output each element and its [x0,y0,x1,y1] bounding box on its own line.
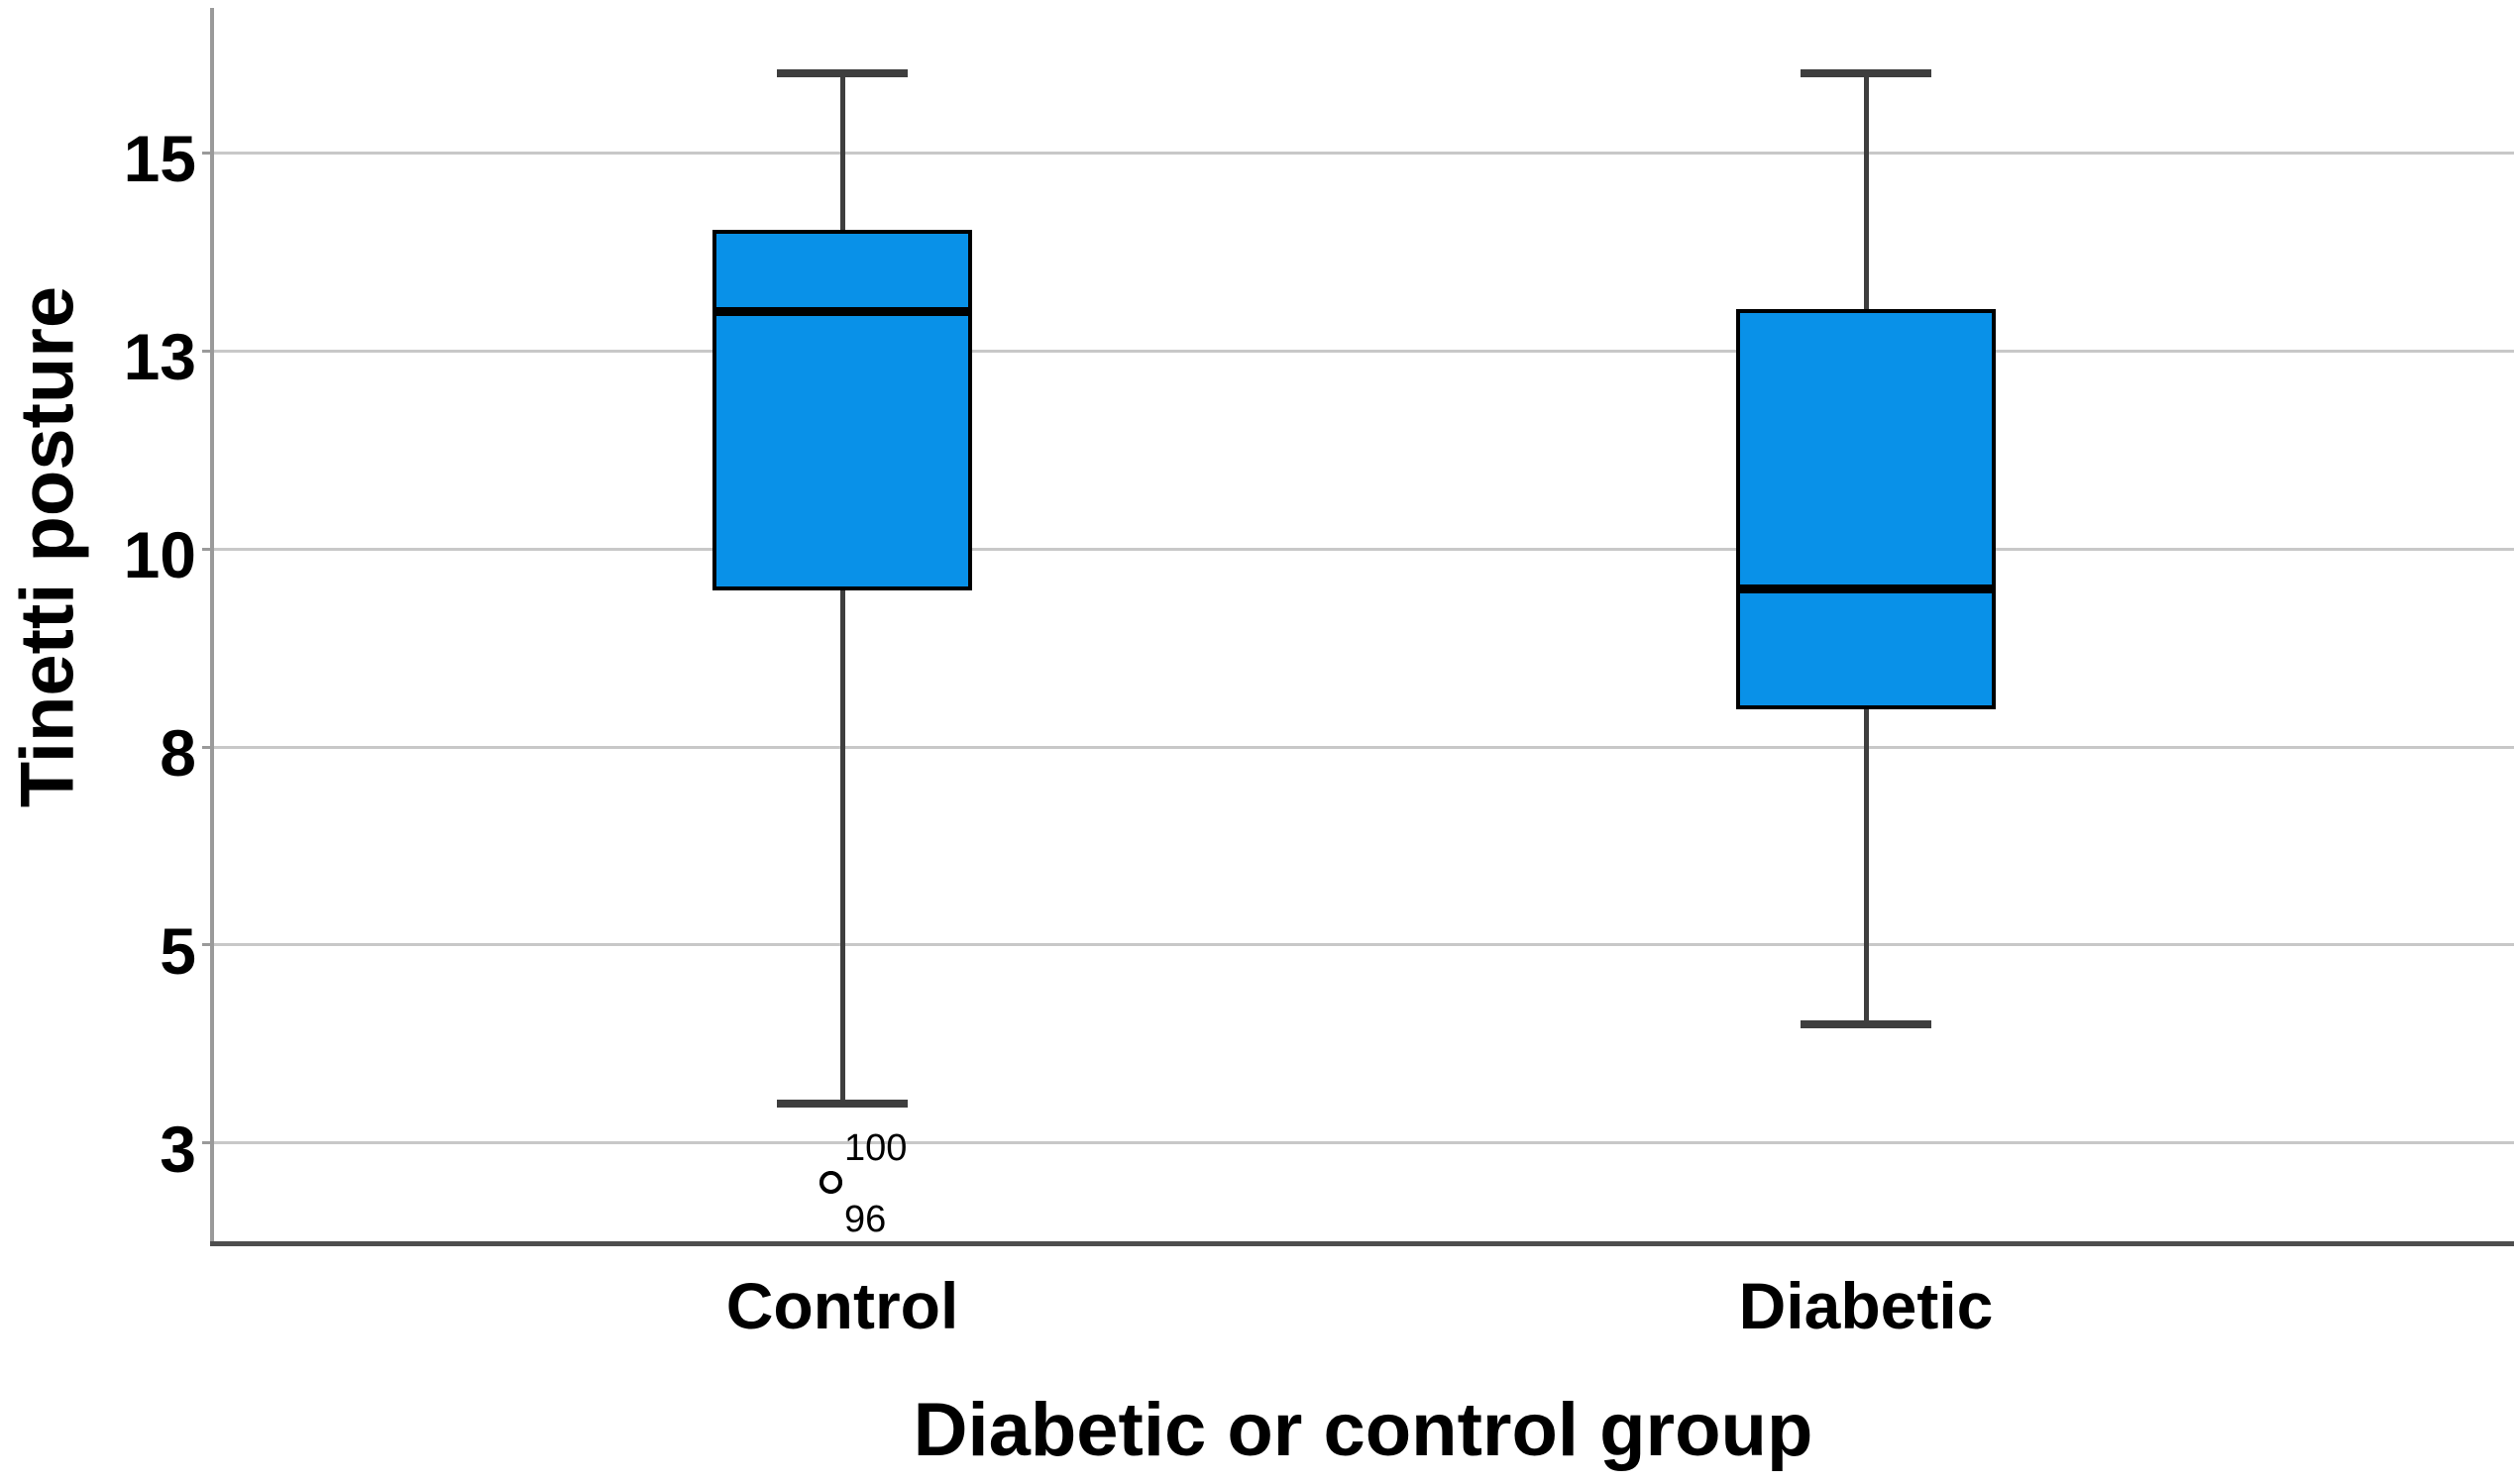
whisker-stem-lower-diabetic [1864,707,1869,1024]
x-axis-title: Diabetic or control group [913,1388,1813,1472]
y-tick-label-15: 15 [123,122,196,195]
whisker-stem-upper-diabetic [1864,73,1869,311]
box-diabetic [1736,309,1996,709]
y-tick-mark-13 [202,350,214,353]
outlier-case-label-96: 96 [844,1199,887,1240]
median-line-diabetic [1740,584,1992,593]
whisker-cap-upper-control [777,69,908,77]
gridline-3 [214,1141,2514,1144]
gridline-8 [214,746,2514,749]
category-label-control: Control [725,1269,959,1342]
y-tick-mark-10 [202,548,214,551]
box-control [712,230,972,590]
y-tick-label-3: 3 [160,1113,196,1186]
y-tick-mark-8 [202,746,214,749]
y-tick-label-8: 8 [160,716,196,790]
y-axis-line [210,8,214,1244]
outlier-point-case-96 [820,1171,842,1194]
y-tick-mark-3 [202,1141,214,1144]
y-tick-label-10: 10 [123,518,196,591]
y-tick-mark-5 [202,943,214,946]
whisker-stem-upper-control [840,73,845,232]
y-tick-mark-15 [202,152,214,155]
whisker-stem-lower-control [840,588,845,1104]
whisker-cap-lower-diabetic [1801,1020,1931,1028]
y-tick-label-5: 5 [160,914,196,988]
whisker-cap-lower-control [777,1100,908,1108]
gridline-15 [214,152,2514,155]
whisker-cap-upper-diabetic [1801,69,1931,77]
gridline-13 [214,350,2514,353]
y-tick-label-13: 13 [123,320,196,393]
category-label-diabetic: Diabetic [1738,1269,1994,1342]
x-axis-line [210,1241,2514,1246]
median-line-control [716,307,968,316]
gridline-10 [214,548,2514,551]
gridline-5 [214,943,2514,946]
outlier-case-label-100: 100 [844,1127,908,1169]
